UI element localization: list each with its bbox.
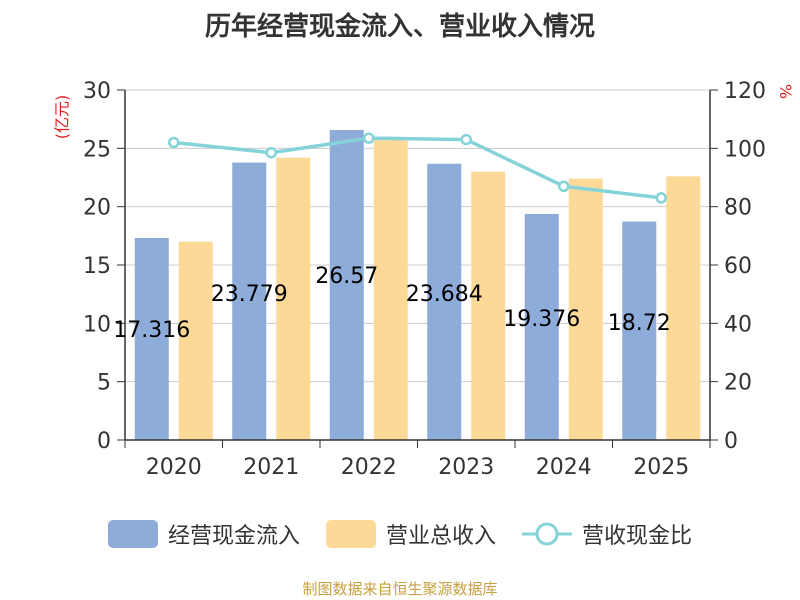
legend-label-cash-ratio: 营收现金比	[582, 524, 693, 549]
x-tick-label: 2022	[341, 455, 397, 480]
data-source-note: 制图数据来自恒生聚源数据库	[302, 580, 498, 598]
x-tick-label: 2020	[146, 455, 202, 480]
data-label-cash-inflow: 17.316	[113, 318, 190, 343]
legend-item-cash-ratio[interactable]: 营收现金比	[522, 518, 692, 550]
data-label-cash-inflow: 19.376	[503, 307, 580, 332]
y-right-tick-label: 80	[724, 196, 752, 221]
bar-revenue	[373, 140, 408, 440]
legend: 经营现金流入 营业总收入 营收现金比	[0, 514, 800, 554]
y-left-tick-label: 5	[97, 371, 111, 396]
bar-revenue	[666, 176, 701, 441]
y-right-tick-label: 20	[724, 371, 752, 396]
x-tick-label: 2024	[536, 455, 592, 480]
y-left-tick-label: 30	[83, 79, 111, 104]
point-cash-ratio	[168, 136, 180, 149]
y-right-tick-label: 0	[724, 429, 738, 454]
bar-cash-inflow	[232, 162, 267, 440]
legend-swatch-cash-inflow	[107, 520, 158, 548]
data-label-cash-inflow: 18.72	[608, 311, 671, 336]
point-cash-ratio	[460, 133, 472, 146]
x-tick-label: 2021	[243, 455, 299, 480]
legend-swatch-revenue	[325, 520, 376, 548]
bar-revenue	[276, 157, 311, 440]
bar-cash-inflow	[622, 221, 657, 440]
bar-cash-inflow	[524, 213, 559, 440]
y-right-tick-label: 120	[724, 79, 766, 104]
bar-revenue	[568, 178, 603, 440]
legend-item-revenue[interactable]: 营业总收入	[325, 518, 496, 550]
bar-cash-inflow	[134, 237, 169, 440]
point-cash-ratio	[363, 132, 375, 144]
chart-title: 历年经营现金流入、营业收入情况	[204, 12, 595, 42]
y-right-tick-label: 100	[724, 137, 766, 162]
legend-line-marker-icon	[522, 522, 572, 546]
bar-revenue	[178, 241, 213, 440]
x-tick-label: 2023	[438, 455, 494, 480]
legend-item-cash-inflow[interactable]: 经营现金流入	[107, 518, 300, 550]
legend-label-cash-inflow: 经营现金流入	[167, 524, 300, 549]
point-cash-ratio	[558, 180, 570, 192]
y-left-tick-label: 25	[83, 137, 111, 162]
y-right-tick-label: 40	[724, 312, 752, 337]
bar-revenue	[471, 171, 506, 440]
bar-cash-inflow	[329, 130, 364, 440]
y-left-tick-label: 15	[83, 254, 111, 279]
data-label-cash-inflow: 23.684	[406, 282, 483, 307]
bar-cash-inflow	[427, 163, 462, 441]
point-cash-ratio	[265, 146, 277, 159]
y-left-tick-label: 20	[83, 196, 111, 221]
x-tick-label: 2025	[633, 455, 689, 480]
legend-label-revenue: 营业总收入	[385, 524, 496, 549]
line-cash-ratio	[173, 136, 662, 200]
y-right-tick-label: 60	[724, 254, 752, 279]
y-left-tick-label: 0	[97, 429, 111, 454]
data-label-cash-inflow: 26.57	[315, 264, 378, 289]
y-left-tick-label: 10	[83, 312, 111, 337]
data-label-cash-inflow: 23.779	[211, 282, 288, 307]
point-cash-ratio	[655, 192, 667, 204]
